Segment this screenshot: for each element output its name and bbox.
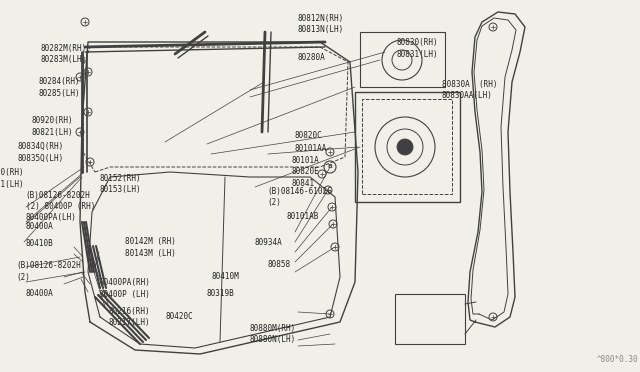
Text: 80820C: 80820C [294, 131, 322, 140]
Text: 80812N(RH)
80813N(LH): 80812N(RH) 80813N(LH) [298, 14, 344, 34]
Text: 80282M(RH)
80283M(LH): 80282M(RH) 80283M(LH) [40, 44, 86, 64]
Text: 80420C: 80420C [165, 312, 193, 321]
Text: 80858: 80858 [268, 260, 291, 269]
Text: 80319B: 80319B [207, 289, 234, 298]
Text: 80100(RH)
80101(LH): 80100(RH) 80101(LH) [0, 169, 24, 189]
Bar [362, 99, 452, 194]
Text: 80101AA: 80101AA [294, 144, 327, 153]
Text: 80400A: 80400A [26, 289, 53, 298]
Text: 80834Q(RH)
80835Q(LH): 80834Q(RH) 80835Q(LH) [18, 142, 64, 163]
Text: 80284(RH)
80285(LH): 80284(RH) 80285(LH) [38, 77, 80, 97]
Text: 80280A: 80280A [298, 53, 325, 62]
Text: 80830A  (RH)
80830AA(LH): 80830A (RH) 80830AA(LH) [442, 80, 497, 100]
Text: 80400PA(RH)
80400P (LH): 80400PA(RH) 80400P (LH) [99, 278, 150, 298]
Text: 80830(RH)
80831(LH): 80830(RH) 80831(LH) [397, 38, 438, 58]
Text: (B)08126-8202H
(2): (B)08126-8202H (2) [16, 262, 81, 282]
Text: ^800*0.30: ^800*0.30 [596, 355, 638, 364]
Text: 80142M (RH)
80143M (LH): 80142M (RH) 80143M (LH) [125, 237, 175, 257]
Text: 80841: 80841 [291, 179, 314, 187]
Text: 80920(RH)
80821(LH): 80920(RH) 80821(LH) [32, 116, 74, 137]
Text: 80934A: 80934A [255, 238, 282, 247]
Bar [360, 32, 445, 87]
Text: (B)08126-8202H
(2) 80400P (RH)
80400PA(LH): (B)08126-8202H (2) 80400P (RH) 80400PA(L… [26, 190, 95, 222]
Text: 80400A: 80400A [26, 222, 53, 231]
Text: 80101AB: 80101AB [287, 212, 319, 221]
Text: B: B [328, 164, 332, 170]
Circle shape [397, 139, 413, 155]
Text: 80152(RH)
80153(LH): 80152(RH) 80153(LH) [99, 174, 141, 194]
Bar [355, 92, 460, 202]
Text: 80410M: 80410M [211, 272, 239, 280]
Bar [395, 294, 465, 344]
Text: 80410B: 80410B [26, 239, 53, 248]
Text: (B)08146-6102G
(2): (B)08146-6102G (2) [268, 187, 332, 207]
Text: 80216(RH)
80217(LH): 80216(RH) 80217(LH) [109, 307, 150, 327]
Text: 80820E: 80820E [291, 167, 319, 176]
Text: 80101A: 80101A [291, 156, 319, 165]
Text: 80880M(RH)
80880N(LH): 80880M(RH) 80880N(LH) [250, 324, 296, 344]
